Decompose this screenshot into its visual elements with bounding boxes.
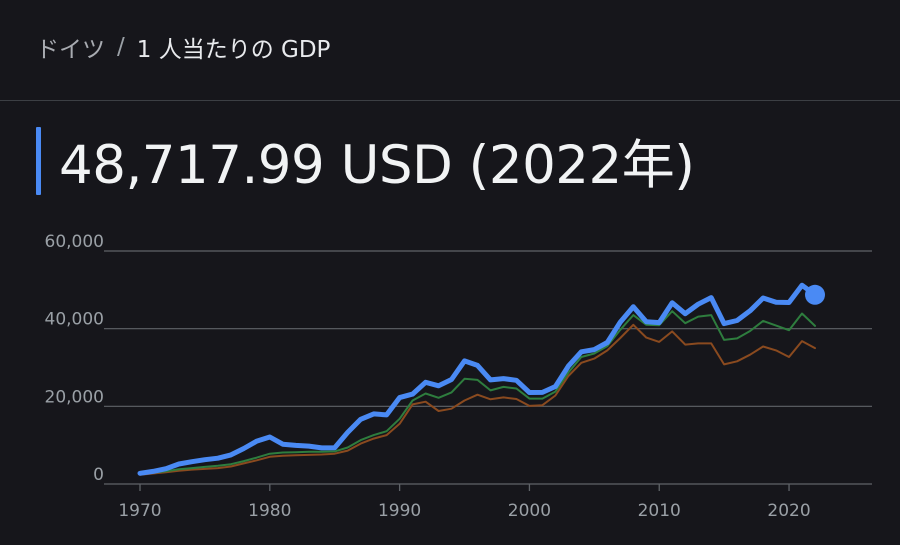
point-layer: [805, 284, 825, 305]
y-tick-label: 0: [93, 465, 104, 485]
series-layer: [137, 282, 818, 476]
x-tick-label: 1980: [248, 501, 291, 521]
headline-value: 48,717.99 USD (2022年): [59, 135, 695, 196]
x-tick-label: 2000: [508, 501, 551, 521]
y-tick-label: 60,000: [45, 232, 104, 252]
x-tick-label: 2010: [638, 501, 681, 521]
breadcrumb-current: 1 人当たりの GDP: [136, 37, 331, 63]
headline-row: 48,717.99 USD (2022年): [36, 124, 695, 198]
y-tick-label: 20,000: [45, 387, 104, 407]
breadcrumb: ドイツ / 1 人当たりの GDP: [36, 30, 330, 64]
y-tick-labels: 0 20,000 40,000 60,000: [45, 232, 104, 485]
x-tick-label: 1990: [378, 501, 421, 521]
series-line-secondary: [139, 310, 816, 475]
latest-value-point[interactable]: [805, 284, 825, 305]
x-tick-label: 2020: [767, 501, 810, 521]
x-tick-label: 1970: [118, 501, 161, 521]
grid-layer: [104, 250, 872, 491]
series-line-primary: [137, 282, 818, 476]
header-divider: [0, 100, 900, 101]
breadcrumb-parent-link[interactable]: ドイツ: [36, 37, 105, 63]
gdp-line-chart[interactable]: 0 20,000 40,000 60,000 1970 1980 1990 2000 2010…: [0, 230, 900, 545]
breadcrumb-separator: /: [117, 34, 125, 60]
accent-bar: [36, 127, 41, 195]
x-tick-labels: 1970 1980 1990 2000 2010 2020: [118, 501, 810, 521]
y-tick-label: 40,000: [45, 310, 104, 330]
series-line-secondary: [139, 323, 816, 476]
